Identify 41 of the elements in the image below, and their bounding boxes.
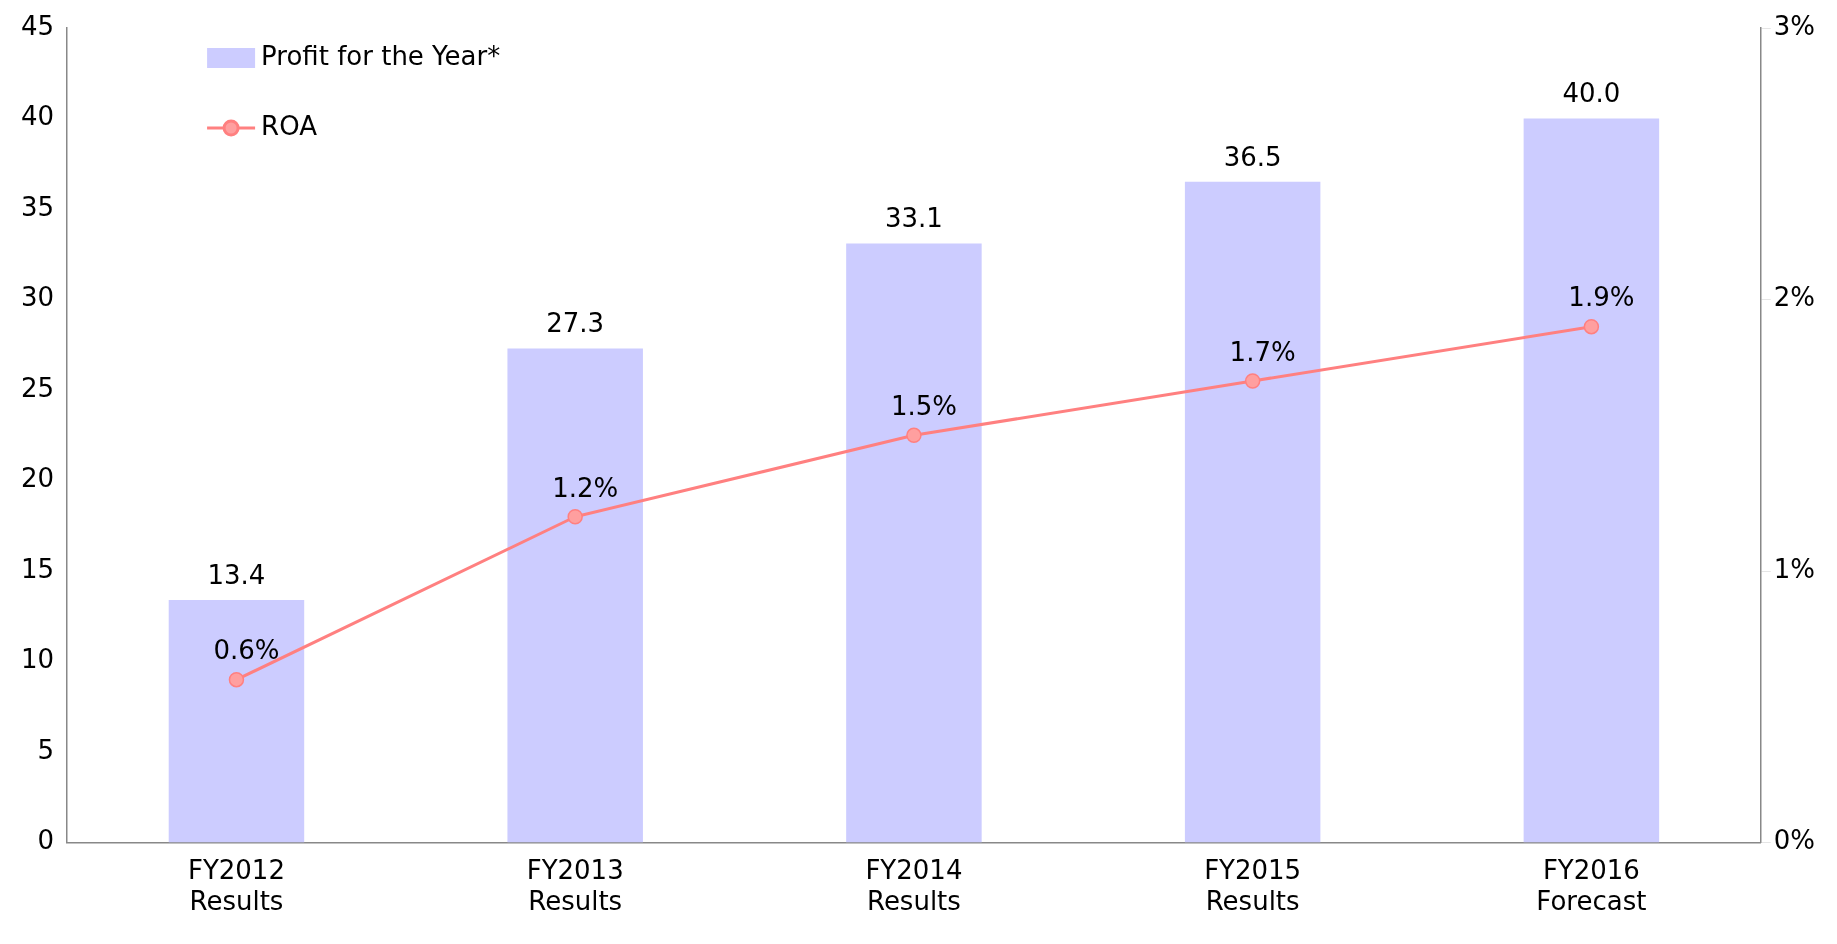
data-label: 1.7% <box>1229 336 1296 367</box>
bar <box>507 348 643 843</box>
point <box>228 671 245 688</box>
x-tick-label: FY2013 Results <box>526 854 624 917</box>
y-tick-label: 30 <box>20 282 55 313</box>
y2-tick-label: 2% <box>1773 282 1815 313</box>
data-label: 33.1 <box>884 203 943 234</box>
legend-label: ROA <box>261 110 318 141</box>
bar <box>846 243 982 843</box>
y-tick-label: 25 <box>20 372 55 403</box>
data-label: 0.6% <box>213 635 280 666</box>
point <box>1583 318 1600 335</box>
data-label: 27.3 <box>546 308 605 339</box>
point <box>906 427 922 444</box>
data-label: 13.4 <box>207 559 266 590</box>
y-tick-label: 20 <box>20 463 55 494</box>
point <box>1244 373 1261 389</box>
x-tick-label: FY2015 Results <box>1204 854 1302 917</box>
x-tick-label: FY2016 Forecast <box>1536 854 1647 917</box>
y2-tick-label: 0% <box>1773 825 1815 856</box>
x-tick-label: FY2012 Results <box>187 854 285 917</box>
data-label: 1.2% <box>552 472 619 503</box>
x-tick-label: FY2014 Results <box>865 854 963 917</box>
legend-label: Profit for the Year* <box>261 40 501 71</box>
data-label: 36.5 <box>1223 141 1282 172</box>
y-tick-label: 40 <box>20 101 55 132</box>
data-label: 40.0 <box>1562 78 1621 109</box>
y2-tick-label: 1% <box>1773 553 1815 584</box>
data-label: 1.5% <box>890 391 957 422</box>
bar <box>1523 118 1660 843</box>
y-tick-label: 5 <box>37 734 55 765</box>
y2-tick-label: 3% <box>1773 10 1815 41</box>
y-tick-label: 0 <box>37 825 55 856</box>
data-label: 1.9% <box>1568 282 1635 313</box>
y-tick-label: 10 <box>20 644 55 675</box>
y-tick-label: 45 <box>20 10 55 41</box>
y-tick-label: 15 <box>20 553 55 584</box>
y-tick-label: 35 <box>20 191 55 222</box>
bar <box>1184 181 1321 843</box>
bar <box>168 600 305 843</box>
point <box>567 509 583 525</box>
